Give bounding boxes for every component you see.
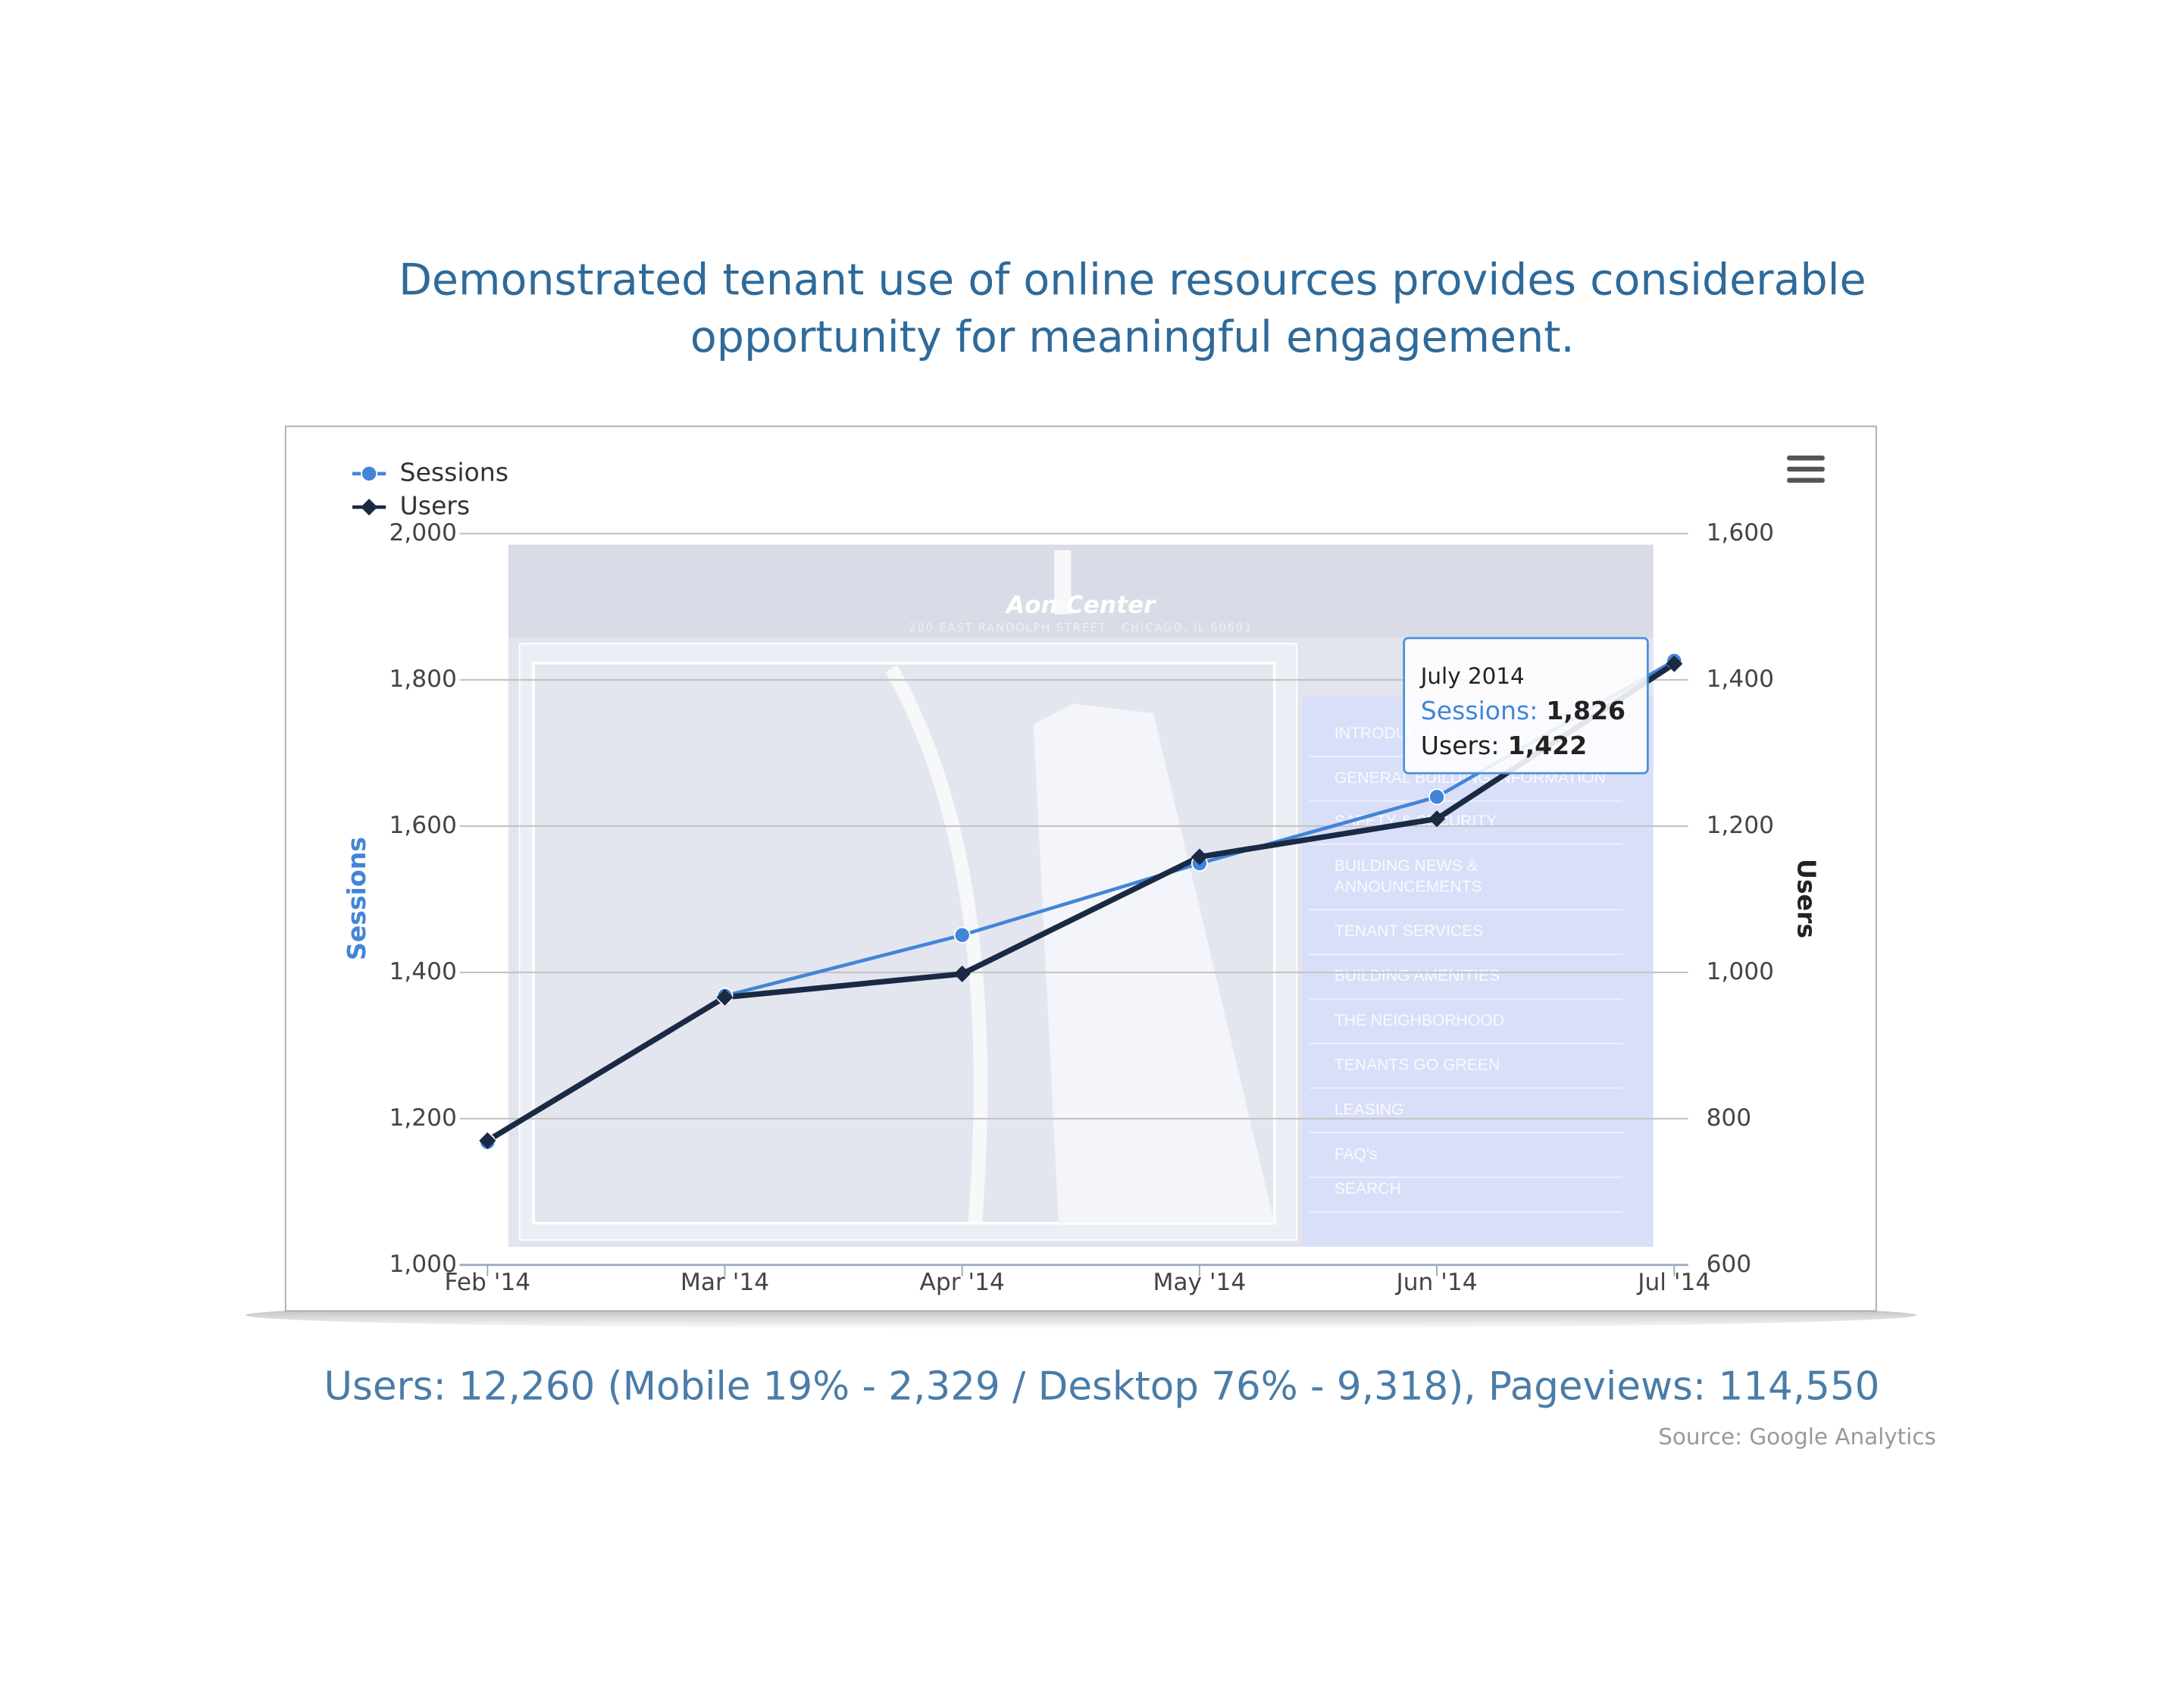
tooltip-value: 1,826 (1546, 696, 1625, 725)
menu-icon-bar[interactable] (1787, 466, 1825, 472)
point (953, 926, 971, 944)
point (953, 965, 971, 982)
y-tick-label: 2,000 (389, 519, 456, 546)
menu-icon-bar[interactable] (1787, 478, 1825, 483)
x-tick-label: Mar '14 (681, 1269, 769, 1296)
bg-menu-item: BUILDING AMENITIES (1334, 967, 1500, 985)
point (1428, 810, 1446, 828)
bg-menu-item: ANNOUNCEMENTS (1334, 878, 1482, 895)
plot: 1,000 1,200 1,400 1,600 1,800 2,000 600 800 1,00… (342, 457, 1822, 1295)
bg-curve (885, 665, 988, 1224)
y2-tick-label: 1,400 (1707, 665, 1774, 693)
bg-menu-item: TENANTS GO GREEN (1334, 1057, 1500, 1074)
y2-axis-title: Users (1792, 859, 1822, 938)
menu-icon-bar[interactable] (1787, 456, 1825, 461)
tooltip-label: Users: (1421, 731, 1500, 760)
legend-marker (361, 465, 378, 482)
bg-logo: Aon Center (1004, 592, 1157, 619)
bg-logo-mark (1054, 550, 1072, 615)
title-line: Demonstrated tenant use of online resour… (399, 255, 1866, 305)
bg-address: 200 EAST RANDOLPH STREET · CHICAGO, IL 6… (909, 622, 1253, 634)
source: Source: Google Analytics (1658, 1423, 1936, 1449)
tooltip: July 2014 Sessions: 1,826 Users: 1,422 (1403, 637, 1649, 775)
point (1191, 848, 1208, 866)
point (479, 1132, 496, 1149)
point (1428, 788, 1446, 806)
legend-label: Sessions (400, 457, 508, 487)
tooltip-title: July 2014 (1419, 663, 1525, 689)
menu-icon[interactable] (1787, 456, 1825, 483)
tooltip-row: Sessions: 1,826 (1421, 696, 1625, 725)
y-tick-label: 1,800 (389, 665, 456, 693)
y2-tick-label: 1,000 (1707, 958, 1774, 985)
tooltip-box (1403, 637, 1649, 775)
bg-menu-item: SEARCH (1334, 1180, 1401, 1198)
series-line (486, 661, 1676, 1144)
x-tick-label: Jun '14 (1395, 1269, 1478, 1296)
title-line: opportunity for meaningful engagement. (690, 312, 1575, 362)
y-tick-label: 1,600 (389, 812, 456, 839)
tooltip-label: Sessions: (1421, 696, 1538, 725)
legend-label: Users (400, 491, 471, 521)
point (716, 988, 734, 1006)
point (1666, 655, 1683, 672)
bg-menu-item: THE NEIGHBORHOOD (1334, 1012, 1504, 1029)
bg-menu-item: BUILDING NEWS & (1334, 857, 1478, 875)
bg-menu-item: FAQ's (1334, 1145, 1378, 1163)
x-tick-label: May '14 (1153, 1269, 1246, 1296)
tooltip-value: 1,422 (1508, 731, 1588, 760)
y-tick-label: 1,000 (389, 1251, 456, 1278)
x-tick-label: Feb '14 (445, 1269, 531, 1296)
x-tick-label: Apr '14 (920, 1269, 1005, 1296)
x-tick-label: Jul '14 (1636, 1269, 1710, 1296)
bg-header (508, 544, 1654, 638)
bg-menu-item: LEASING (1334, 1101, 1404, 1118)
y2-tick-label: 1,600 (1707, 519, 1774, 546)
y2-tick-label: 600 (1707, 1251, 1752, 1278)
bg-building (1033, 703, 1275, 1223)
y2-tick-label: 1,200 (1707, 812, 1774, 839)
footer-stats: Users: 12,260 (Mobile 19% - 2,329 / Desk… (324, 1364, 1879, 1410)
y2-tick-label: 800 (1707, 1104, 1752, 1132)
y-tick-label: 1,400 (389, 958, 456, 985)
tooltip-row: Users: 1,422 (1421, 731, 1587, 760)
legend-marker (361, 499, 378, 516)
y-axis-title: Sessions (342, 837, 371, 960)
y-tick-label: 1,200 (389, 1104, 456, 1132)
bg-menu-item: TENANT SERVICES (1334, 922, 1483, 940)
